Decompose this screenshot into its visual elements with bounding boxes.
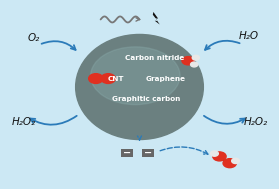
Circle shape: [101, 74, 116, 83]
Text: Graphene: Graphene: [146, 76, 186, 81]
Text: O₂: O₂: [27, 33, 40, 43]
Circle shape: [213, 152, 226, 161]
Circle shape: [232, 158, 239, 163]
Text: H₂O₂: H₂O₂: [11, 117, 35, 127]
Text: −: −: [144, 148, 152, 158]
Circle shape: [223, 159, 236, 168]
Text: H₂O: H₂O: [239, 31, 259, 41]
Circle shape: [89, 74, 103, 83]
Ellipse shape: [91, 47, 180, 105]
Text: CNT: CNT: [108, 76, 124, 81]
Text: Carbon nitride: Carbon nitride: [125, 55, 184, 61]
Bar: [142, 149, 154, 157]
Text: Graphitic carbon: Graphitic carbon: [112, 96, 181, 102]
Circle shape: [192, 55, 199, 60]
Bar: [121, 149, 133, 157]
Ellipse shape: [76, 34, 203, 139]
Polygon shape: [153, 12, 160, 25]
Text: H₂O₂: H₂O₂: [244, 117, 268, 127]
Text: −: −: [123, 148, 131, 158]
Circle shape: [211, 151, 218, 156]
Circle shape: [191, 62, 198, 67]
Circle shape: [182, 57, 194, 65]
